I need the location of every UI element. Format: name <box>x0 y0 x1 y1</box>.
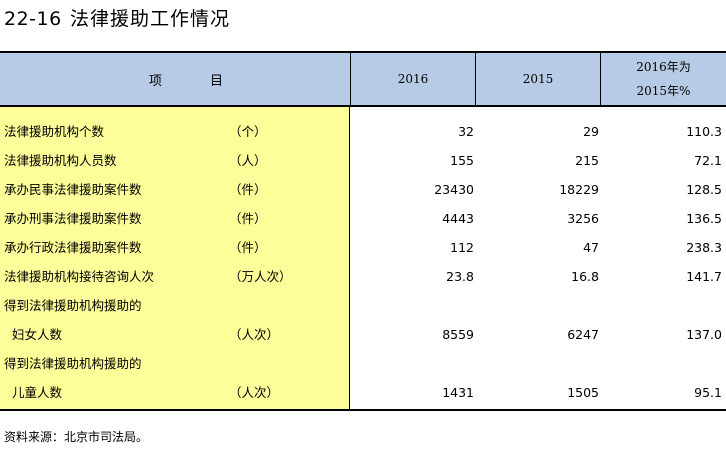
row-unit: （个） <box>229 124 267 139</box>
table-row: 法律援助机构接待咨询人次 （万人次） 23.8 16.8 141.7 <box>0 262 726 291</box>
row-value-2016: 23.8 <box>446 269 474 284</box>
row-value-2015: 1505 <box>567 385 599 400</box>
row-name: 承办民事法律援助案件数 <box>4 182 142 197</box>
table-number: 22-16 <box>4 8 62 30</box>
row-value-2016: 112 <box>450 240 474 255</box>
row-unit: （人次） <box>229 385 280 400</box>
header-2016: 2016 <box>397 72 429 86</box>
table-row: 法律援助机构个数 （个） 32 29 110.3 <box>0 117 726 146</box>
table-row: 法律援助机构人员数 （人） 155 215 72.1 <box>0 146 726 175</box>
row-name: 得到法律援助机构援助的 <box>4 356 142 371</box>
row-name: 儿童人数 <box>12 385 63 400</box>
row-name: 承办刑事法律援助案件数 <box>4 211 142 226</box>
row-name: 承办行政法律援助案件数 <box>4 240 142 255</box>
row-value-percent: 95.1 <box>694 385 722 400</box>
row-value-2016: 8559 <box>442 327 474 342</box>
row-unit: （件） <box>229 240 267 255</box>
row-value-2016: 155 <box>450 153 474 168</box>
legal-aid-table: 项 目 2016 2015 2016年为 2015年% 法律援助机构个数 （个）… <box>0 51 726 411</box>
table-row: 承办刑事法律援助案件数 （件） 4443 3256 136.5 <box>0 204 726 233</box>
row-value-2015: 6247 <box>567 327 599 342</box>
row-value-2015: 47 <box>583 240 599 255</box>
row-value-2015: 18229 <box>559 182 599 197</box>
table-header: 项 目 2016 2015 2016年为 2015年% <box>0 51 726 107</box>
table-row: 承办行政法律援助案件数 （件） 112 47 238.3 <box>0 233 726 262</box>
row-value-2015: 16.8 <box>571 269 599 284</box>
row-value-percent: 110.3 <box>686 124 722 139</box>
row-unit: （件） <box>229 211 267 226</box>
row-value-2016: 1431 <box>442 385 474 400</box>
table-row: 得到法律援助机构援助的 <box>0 349 726 378</box>
row-name: 法律援助机构个数 <box>4 124 105 139</box>
table-title: 22-16 法律援助工作情况 <box>4 6 230 32</box>
label-column-background <box>0 107 350 409</box>
source-note: 资料来源：北京市司法局。 <box>4 430 149 444</box>
row-value-2015: 29 <box>583 124 599 139</box>
table-title-text: 法律援助工作情况 <box>70 8 231 30</box>
row-value-2016: 32 <box>458 124 474 139</box>
table-body: 法律援助机构个数 （个） 32 29 110.3 法律援助机构人员数 （人） 1… <box>0 107 726 411</box>
row-value-percent: 136.5 <box>686 211 722 226</box>
row-value-percent: 238.3 <box>686 240 722 255</box>
row-unit: （人次） <box>229 327 280 342</box>
table-row: 儿童人数 （人次） 1431 1505 95.1 <box>0 378 726 407</box>
table-row: 得到法律援助机构援助的 <box>0 291 726 320</box>
row-name: 法律援助机构接待咨询人次 <box>4 269 155 284</box>
row-value-2015: 3256 <box>567 211 599 226</box>
row-value-2016: 23430 <box>434 182 474 197</box>
table-row: 妇女人数 （人次） 8559 6247 137.0 <box>0 320 726 349</box>
row-value-percent: 137.0 <box>686 327 722 342</box>
header-percent-line2: 2015年% <box>636 84 691 98</box>
row-value-percent: 72.1 <box>694 153 722 168</box>
table-row: 承办民事法律援助案件数 （件） 23430 18229 128.5 <box>0 175 726 204</box>
header-items: 项 目 <box>148 73 246 89</box>
row-value-percent: 141.7 <box>686 269 722 284</box>
row-unit: （件） <box>229 182 267 197</box>
row-unit: （人） <box>229 153 267 168</box>
row-value-2015: 215 <box>575 153 599 168</box>
row-name: 妇女人数 <box>12 327 63 342</box>
row-value-percent: 128.5 <box>686 182 722 197</box>
header-2015: 2015 <box>522 72 554 86</box>
row-name: 法律援助机构人员数 <box>4 153 117 168</box>
row-name: 得到法律援助机构援助的 <box>4 298 142 313</box>
row-unit: （万人次） <box>229 269 292 284</box>
header-percent: 2016年为 2015年% <box>601 53 726 105</box>
header-percent-line1: 2016年为 <box>636 60 691 74</box>
row-value-2016: 4443 <box>442 211 474 226</box>
